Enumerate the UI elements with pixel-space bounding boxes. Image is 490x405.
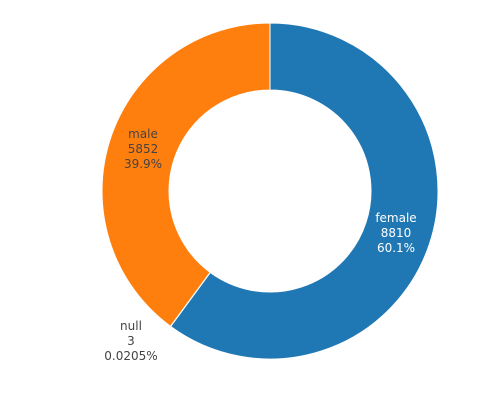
slice-label-null-name: null — [120, 319, 142, 333]
slice-label-female: female 8810 60.1% — [375, 211, 416, 255]
slice-label-male-value: 5852 — [128, 142, 159, 156]
slice-label-male-name: male — [128, 127, 158, 141]
slice-label-null: null 3 0.0205% — [104, 319, 157, 363]
slice-label-null-percent: 0.0205% — [104, 349, 157, 363]
slice-male[interactable] — [101, 22, 271, 328]
slice-label-female-percent: 60.1% — [377, 241, 415, 255]
slice-label-male: male 5852 39.9% — [124, 127, 162, 171]
slices-layer — [101, 22, 439, 360]
slice-label-male-percent: 39.9% — [124, 157, 162, 171]
slice-label-null-value: 3 — [127, 334, 135, 348]
slice-label-female-value: 8810 — [381, 226, 412, 240]
slice-female[interactable] — [169, 22, 439, 360]
labels-layer: female 8810 60.1% null 3 0.0205% male 5852 39.9% — [104, 127, 416, 363]
slice-label-female-name: female — [375, 211, 416, 225]
